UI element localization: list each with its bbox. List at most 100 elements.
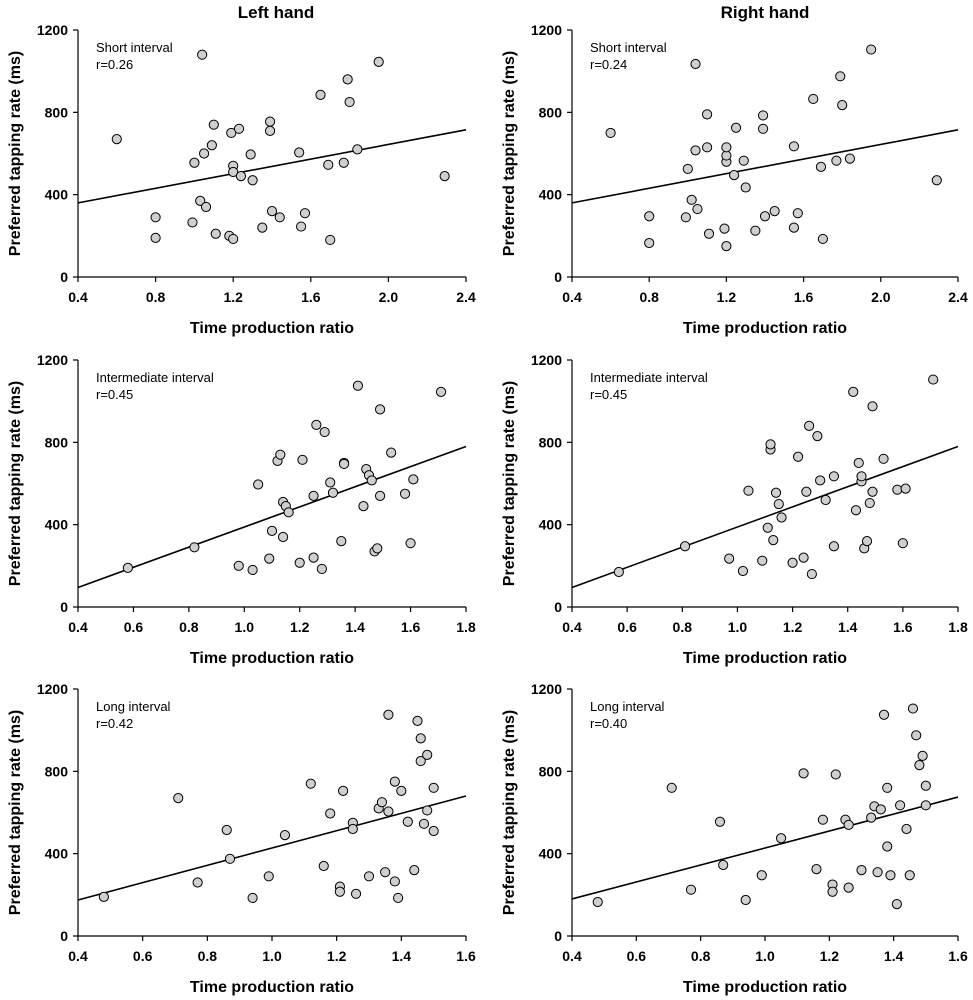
data-point — [878, 453, 889, 464]
x-tick-label: 0.6 — [617, 619, 637, 635]
data-point — [228, 166, 239, 178]
data-point — [740, 182, 751, 193]
data-point — [311, 419, 322, 430]
data-point — [264, 553, 275, 564]
data-point — [264, 125, 276, 136]
interval-label: Intermediate interval — [96, 370, 214, 385]
y-tick-label: 0 — [554, 928, 562, 944]
x-tick-label: 1.6 — [301, 289, 321, 305]
data-point — [294, 147, 305, 158]
data-point — [897, 538, 908, 549]
x-tick-label: 1.2 — [223, 289, 243, 305]
x-tick-label: 0.6 — [133, 948, 153, 964]
correlation-label: r=0.40 — [590, 716, 627, 731]
data-point — [605, 127, 616, 139]
data-point — [318, 860, 329, 872]
data-point — [247, 175, 258, 186]
x-tick-label: 0.6 — [627, 948, 647, 964]
data-point — [856, 865, 867, 876]
y-tick-label: 400 — [539, 846, 563, 862]
data-point — [682, 163, 693, 175]
data-point — [769, 206, 780, 217]
data-point — [703, 228, 715, 239]
data-point — [352, 380, 364, 391]
x-tick-label: 0.8 — [198, 948, 218, 964]
data-point — [644, 211, 655, 222]
y-tick-label: 1200 — [37, 22, 68, 38]
y-axis-title: Preferred tapping rate (ms) — [7, 710, 24, 915]
data-point — [644, 237, 655, 249]
data-point — [399, 488, 411, 499]
data-point — [872, 867, 883, 878]
data-point — [702, 109, 713, 120]
x-tick-label: 0.8 — [691, 948, 711, 964]
data-point — [686, 194, 697, 205]
x-tick-label: 1.2 — [327, 948, 347, 964]
y-tick-label: 800 — [45, 104, 69, 120]
data-point — [787, 557, 798, 568]
interval-label: Intermediate interval — [590, 370, 708, 385]
data-point — [210, 228, 221, 239]
data-point — [770, 487, 782, 498]
data-point — [592, 896, 603, 908]
data-point — [743, 485, 754, 496]
data-point — [866, 44, 877, 55]
data-point — [200, 201, 212, 213]
data-point — [374, 404, 386, 415]
x-tick-label: 1.0 — [262, 948, 282, 964]
panel-left-short-interval: 0 400 800 1200 0.4 0.8 1.2 1.6 2.0 2.4 Time produc… — [7, 22, 476, 337]
x-tick-label: 1.0 — [235, 619, 255, 635]
x-tick-label: 1.6 — [948, 948, 968, 964]
x-tick-label: 0.4 — [562, 619, 582, 635]
data-point — [383, 709, 394, 720]
data-point — [850, 505, 862, 516]
y-tick-label: 0 — [554, 269, 562, 285]
data-point — [338, 785, 349, 796]
data-point — [380, 867, 391, 878]
data-point — [396, 785, 407, 796]
correlation-label: r=0.45 — [590, 387, 627, 402]
data-point — [235, 171, 247, 182]
x-tick-label: 0.4 — [68, 619, 88, 635]
data-point — [98, 891, 109, 902]
data-point — [773, 498, 784, 510]
data-point — [843, 882, 854, 893]
data-point — [197, 49, 208, 60]
x-tick-label: 1.0 — [728, 619, 748, 635]
data-point — [297, 454, 308, 465]
x-tick-label: 1.2 — [820, 948, 840, 964]
y-tick-label: 800 — [539, 104, 563, 120]
data-point — [692, 203, 703, 215]
x-tick-label: 1.6 — [893, 619, 913, 635]
data-point — [721, 241, 732, 252]
data-point — [347, 823, 358, 835]
x-axis-title: Time production ratio — [683, 979, 847, 996]
x-tick-label: 2.0 — [871, 289, 891, 305]
x-tick-label: 1.8 — [456, 619, 476, 635]
data-point — [830, 769, 841, 780]
y-tick-label: 1200 — [531, 352, 562, 368]
y-tick-label: 1200 — [531, 22, 562, 38]
data-point — [798, 552, 809, 563]
regression-line — [77, 129, 467, 204]
data-point — [418, 818, 430, 829]
data-point — [867, 486, 878, 497]
data-point — [768, 535, 779, 546]
data-point — [679, 541, 691, 552]
data-point — [253, 479, 264, 490]
data-point — [325, 234, 336, 246]
data-point — [247, 564, 258, 576]
data-point — [415, 755, 426, 767]
y-tick-label: 0 — [554, 599, 562, 615]
data-point — [931, 175, 942, 186]
y-tick-label: 1200 — [37, 352, 68, 368]
data-point — [759, 211, 771, 222]
data-point — [811, 864, 822, 875]
data-point — [275, 449, 286, 460]
data-point — [837, 100, 848, 111]
data-point — [817, 814, 829, 825]
data-point — [386, 447, 397, 458]
data-point — [409, 865, 420, 876]
data-point — [187, 217, 198, 228]
x-tick-label: 1.4 — [838, 619, 858, 635]
